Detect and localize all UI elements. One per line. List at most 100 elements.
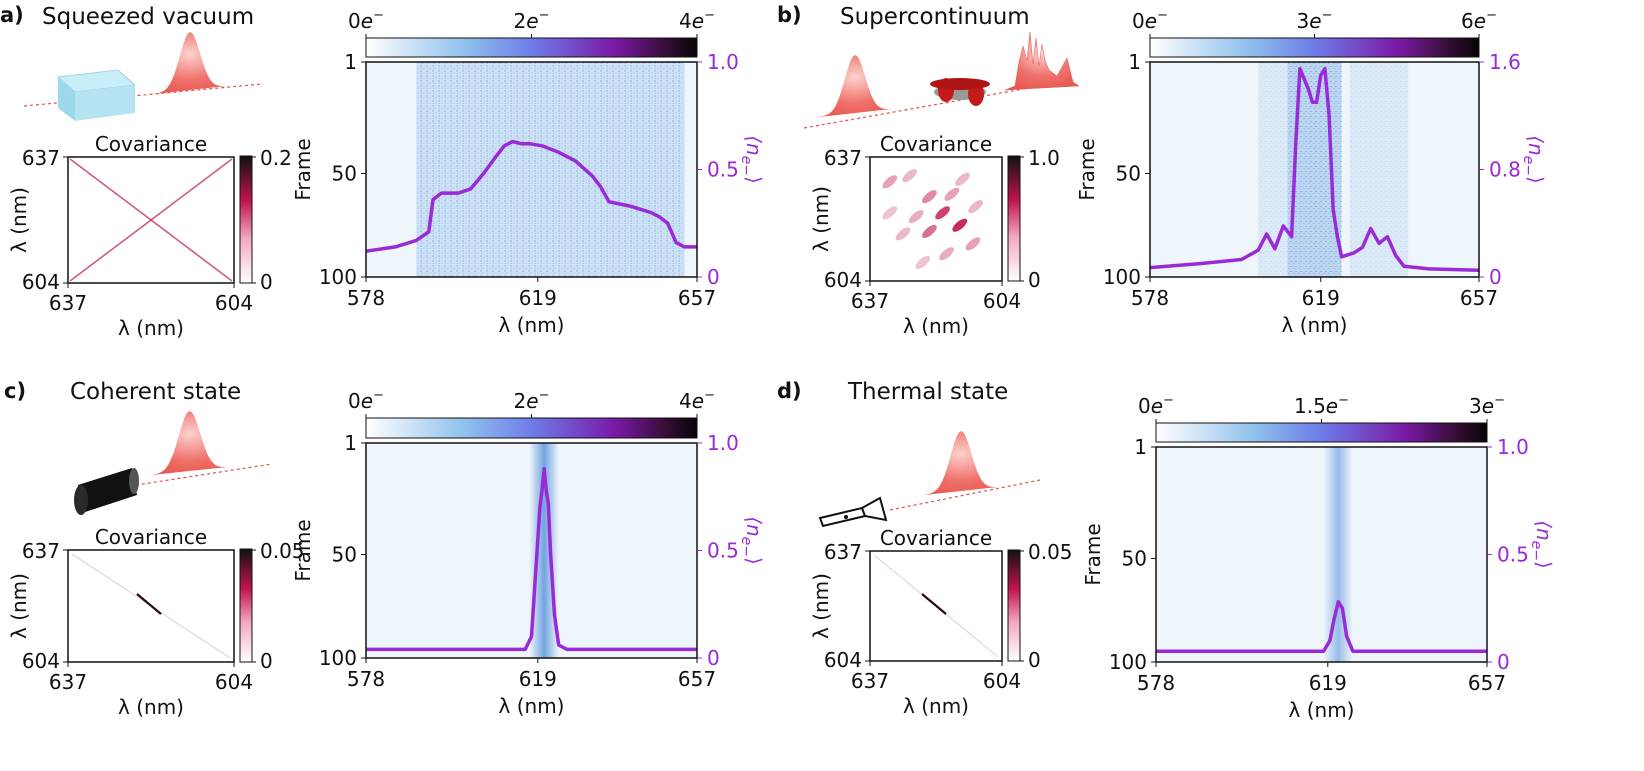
cov-blob — [922, 224, 937, 238]
mean-axis-close: ⟩ — [1524, 176, 1548, 184]
frame-tick: 1 — [344, 431, 357, 455]
frame-tick: 1 — [344, 50, 357, 74]
frame-label: Frame — [291, 519, 315, 581]
cov-colorbar — [239, 548, 253, 663]
cov-cbar-tick: 0 — [1028, 648, 1041, 672]
mean-axis-sub: e− — [738, 537, 754, 557]
colorbar-tick: 3e− — [1297, 8, 1333, 33]
beam-line — [889, 479, 1041, 511]
cov-blob — [882, 175, 898, 189]
mean-axis-symbol: ⟨n — [742, 516, 766, 536]
panel-label: b) — [777, 3, 802, 27]
colorbar-tick-unit: e — [1474, 9, 1486, 33]
x-tick: 578 — [1137, 671, 1175, 695]
mean-axis-close: ⟩ — [742, 176, 766, 184]
colorbar-tick-unit: e — [361, 9, 373, 33]
cov-x-tick: 604 — [215, 291, 253, 315]
crystal-front — [75, 85, 135, 121]
colorbar-tick-unit: e — [526, 389, 538, 413]
mean-axis-symbol: ⟨n — [1524, 135, 1548, 155]
colorbar-tick-unit: e — [1309, 9, 1321, 33]
colorbar-tick-value: 0 — [348, 9, 361, 33]
x-tick: 578 — [347, 286, 385, 310]
flashlight-handle — [818, 506, 867, 528]
x-tick: 657 — [678, 667, 716, 691]
colorbar-tick-unit: e — [1151, 394, 1163, 418]
cov-blob — [895, 227, 911, 241]
mean-axis-close: ⟩ — [742, 557, 766, 565]
colorbar-tick: 2e− — [514, 8, 550, 33]
colorbar-tick-value: 6 — [1461, 9, 1474, 33]
cov-blob — [939, 247, 954, 261]
colorbar-tick-value: 3 — [1297, 9, 1310, 33]
cov-y-tick: 604 — [824, 268, 862, 292]
colorbar-tick: 4e− — [679, 8, 715, 33]
colorbar-tick-sup: − — [1322, 8, 1333, 23]
cov-cbar-tick: 0.05 — [260, 539, 305, 563]
laser-aperture — [129, 468, 139, 494]
cov-cbar-tick: 0.2 — [260, 146, 292, 170]
colorbar-tick-sup: − — [373, 8, 384, 23]
cov-cbar-tick: 0 — [1028, 268, 1041, 292]
colorbar-tick-value: 2 — [514, 9, 527, 33]
cov-blob — [915, 255, 931, 269]
cov-x-tick: 604 — [983, 289, 1021, 313]
colorbar-tick: 0e− — [348, 8, 384, 33]
cov-y-label: λ (nm) — [809, 186, 833, 252]
colorbar-tick-unit: e — [1326, 394, 1338, 418]
gaussian-pulse — [915, 431, 1007, 496]
cov-y-tick: 604 — [824, 648, 862, 672]
cov-blob — [882, 206, 898, 220]
colorbar-tick-value: 1.5 — [1294, 394, 1326, 418]
mean-tick: 1.0 — [1497, 435, 1529, 459]
cov-antidiagonal — [69, 158, 233, 282]
colorbar-tick-sup: − — [704, 8, 715, 23]
cov-x-label: λ (nm) — [903, 694, 969, 718]
cov-x-tick: 604 — [215, 670, 253, 694]
mean-axis-sub: e− — [1528, 541, 1544, 561]
mean-axis-symbol: ⟨n — [1532, 520, 1556, 540]
colorbar-tick-unit: e — [526, 9, 538, 33]
frame-tick: 50 — [1116, 162, 1141, 186]
x-tick: 619 — [519, 667, 557, 691]
panel-title: Coherent state — [70, 379, 241, 405]
mean-electron-line — [1156, 600, 1487, 654]
x-axis-label: λ (nm) — [499, 694, 565, 718]
colorbar-tick-value: 0 — [1138, 394, 1151, 418]
colorbar-tick-value: 4 — [679, 9, 692, 33]
colorbar-tick-sup: − — [1486, 8, 1497, 23]
cov-y-tick: 637 — [824, 540, 862, 564]
colorbar-tick: 3e− — [1469, 393, 1505, 418]
crystal-side — [58, 77, 75, 121]
colorbar-tick: 4e− — [679, 388, 715, 413]
cov-colorbar — [1007, 155, 1021, 282]
heatmap-colorbar — [1149, 37, 1480, 58]
colorbar-tick: 0e− — [348, 388, 384, 413]
flashlight-button — [844, 515, 848, 519]
x-tick: 657 — [678, 286, 716, 310]
panel-label: a) — [0, 3, 24, 27]
cov-cbar-tick: 0 — [260, 270, 273, 294]
frame-tick: 1 — [1128, 50, 1141, 74]
mean-axis-label: ⟨ne−⟩ — [1520, 135, 1548, 184]
panel-title: Supercontinuum — [840, 4, 1030, 30]
colorbar-tick-value: 4 — [679, 389, 692, 413]
colorbar-tick-unit: e — [692, 9, 704, 33]
covariance-title: Covariance — [95, 132, 207, 156]
frame-tick: 100 — [319, 265, 357, 289]
x-tick: 619 — [519, 286, 557, 310]
colorbar-tick-sup: − — [704, 388, 715, 403]
cov-y-tick: 604 — [22, 270, 60, 294]
cov-y-label: λ (nm) — [809, 573, 833, 639]
fiber-spool-icon — [803, 31, 1080, 129]
frame-tick: 100 — [1109, 650, 1147, 674]
heatmap-colorbar — [365, 417, 698, 439]
heatmap-signal — [416, 62, 685, 277]
cov-blob — [955, 172, 970, 186]
